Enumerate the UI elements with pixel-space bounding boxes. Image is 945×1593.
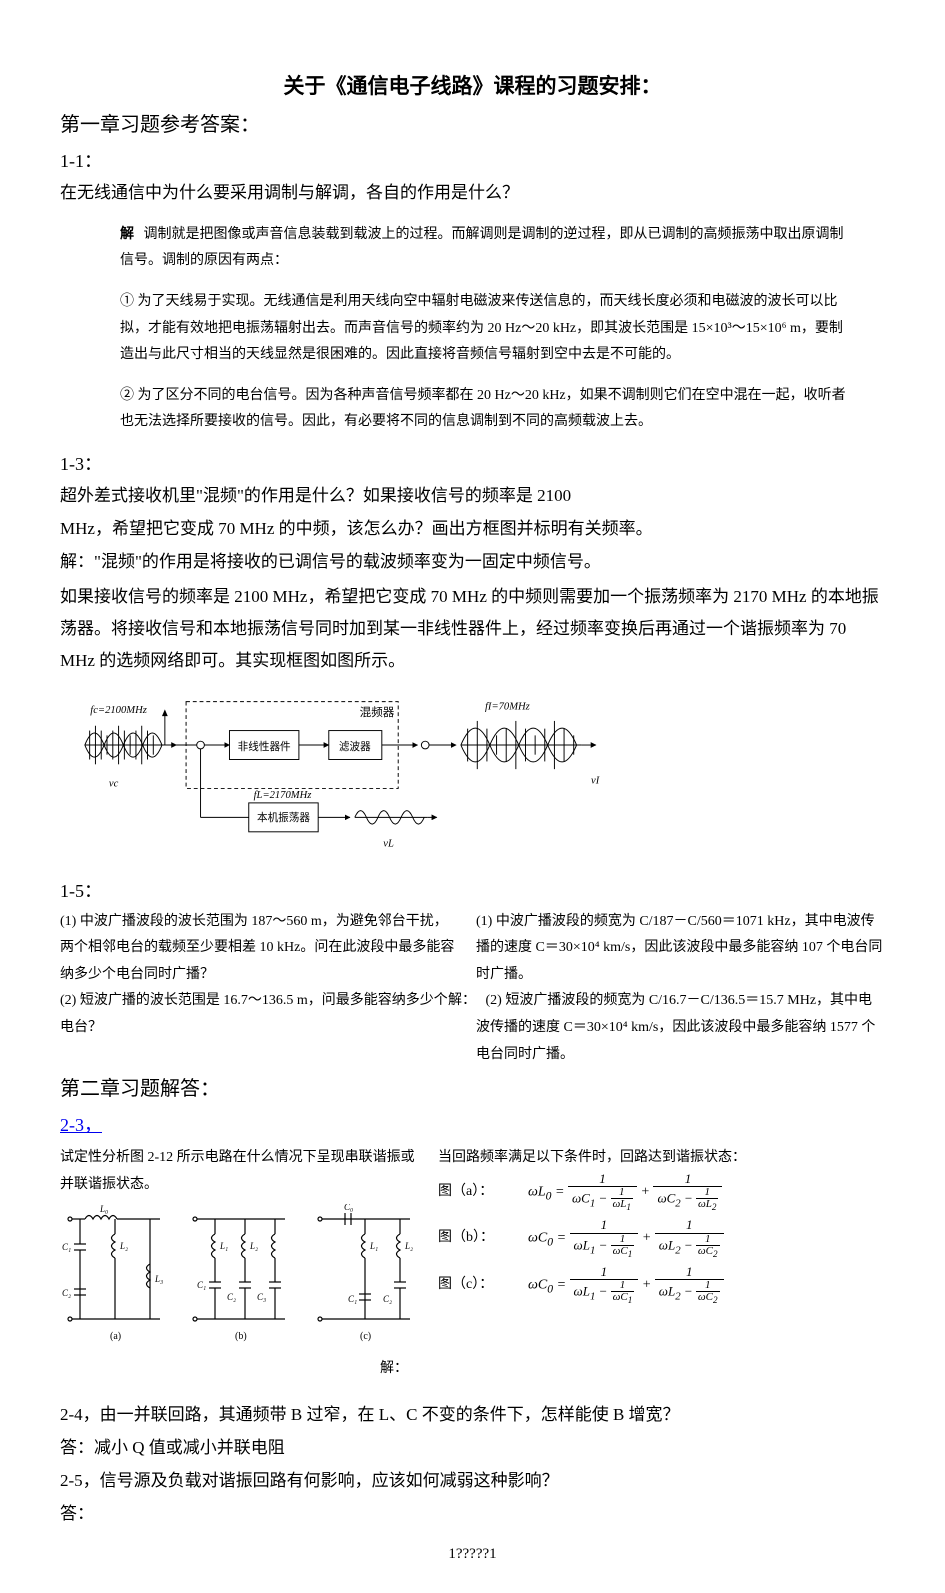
mixer-block-diagram: fc=2100MHz vc 混频器 非线性器件 滤波器 本机振荡器 fL=217… [80, 692, 620, 856]
part-label: L₃ [154, 1274, 163, 1284]
page-title: 关于《通信电子线路》课程的习题安排： [60, 70, 885, 100]
equation-expr: ωC0 = 1ωL1 − 1ωC1 + 1ωL2 − 1ωC2 [528, 1218, 724, 1259]
q2-3-equations: 当回路频率满足以下条件时，回路达到谐振状态： 图（a）： ωL0 = 1ωC1 … [438, 1145, 885, 1312]
answer-paragraph: ① 为了天线易于实现。无线通信是利用天线向空中辐射电磁波来传送信息的，而天线长度… [120, 289, 855, 369]
answer-label: 解 [120, 222, 134, 249]
q2-3-row: 试定性分析图 2-12 所示电路在什么情况下呈现串联谐振或并联谐振状态。 L₀ … [60, 1145, 885, 1383]
q1-3-explanation: 如果接收信号的频率是 2100 MHz，希望把它变成 70 MHz 的中频则需要… [60, 581, 885, 678]
diagram-label: 滤波器 [339, 739, 371, 752]
q1-3-answer: 解："混频"的作用是将接收的已调信号的载波频率变为一固定中频信号。 [60, 548, 885, 577]
q2-5-answer: 答： [60, 1500, 885, 1529]
part-label: C₂ [227, 1292, 236, 1302]
part-label: C₁ [348, 1294, 357, 1304]
resonance-intro: 当回路频率满足以下条件时，回路达到谐振状态： [438, 1145, 885, 1172]
q1-3-question-line: 超外差式接收机里"混频"的作用是什么？如果接收信号的频率是 2100 [60, 482, 885, 511]
q2-5-text: 2-5，信号源及负载对谐振回路有何影响，应该如何减弱这种影响？ [60, 1467, 885, 1496]
answer-paragraph: 解 调制就是把图像或声音信息装载到载波上的过程。而解调则是调制的逆过程，即从已调… [120, 222, 855, 275]
q1-5-number: 1-5： [60, 877, 885, 903]
q2-3-prompt: 试定性分析图 2-12 所示电路在什么情况下呈现串联谐振或并联谐振状态。 [60, 1145, 420, 1198]
answer-paragraph: ② 为了区分不同的电台信号。因为各种声音信号频率都在 20 Hz～20 kHz，… [120, 383, 855, 436]
chapter2-heading: 第二章习题解答： [60, 1072, 885, 1101]
answer-item: 解： (2) 短波广播波段的频宽为 C/16.7－C/136.5＝15.7 MH… [476, 988, 885, 1068]
equation-row: 图（b）： ωC0 = 1ωL1 − 1ωC1 + 1ωL2 − 1ωC2 [438, 1218, 885, 1259]
answer-label: 解： [380, 1356, 408, 1383]
answer-label: 解： [448, 993, 476, 1008]
q2-4-text: 2-4，由一并联回路，其通频带 B 过窄，在 L、C 不变的条件下，怎样能使 B… [60, 1401, 885, 1430]
equation-expr: ωL0 = 1ωC1 − 1ωL1 + 1ωC2 − 1ωL2 [528, 1172, 722, 1213]
diagram-label: vI [591, 775, 600, 786]
diagram-label: 混频器 [360, 705, 395, 719]
equation-label: 图（a）： [438, 1174, 508, 1210]
diagram-label: vc [109, 778, 119, 789]
diagram-label: 非线性器件 [238, 739, 291, 752]
equation-row: 图（a）： ωL0 = 1ωC1 − 1ωL1 + 1ωC2 − 1ωL2 [438, 1172, 885, 1213]
part-label: C₀ [344, 1204, 353, 1212]
q1-5-right: (1) 中波广播波段的频宽为 C/187－C/560＝1071 kHz，其中电波… [476, 909, 885, 1069]
circuit-figure: L₀ C₁ L₂ C₂ L₃ [60, 1204, 420, 1354]
q2-4-answer: 答：减小 Q 值或减小并联电阻 [60, 1434, 885, 1463]
equation-label: 图（b）： [438, 1220, 508, 1256]
q1-3-question-line: MHz，希望把它变成 70 MHz 的中频，该怎么办？画出方框图并标明有关频率。 [60, 515, 885, 544]
equation-row: 图（c）： ωC0 = 1ωL1 − 1ωC1 + 1ωL2 − 1ωC2 [438, 1265, 885, 1306]
question-item: (2) 短波广播的波长范围是 16.7～136.5 m，问最多能容纳多少个电台？ [60, 988, 456, 1041]
part-label: L₁ [219, 1241, 228, 1251]
question-item: (1) 中波广播波段的波长范围为 187～560 m，为避免邻台干扰，两个相邻电… [60, 909, 456, 989]
equation-expr: ωC0 = 1ωL1 − 1ωC1 + 1ωL2 − 1ωC2 [528, 1265, 724, 1306]
page-footer: 1?????1 [60, 1546, 885, 1563]
q1-3-number: 1-3： [60, 450, 885, 476]
q2-3-number: 2-3， [60, 1111, 885, 1137]
part-label: C₁ [197, 1280, 206, 1290]
q2-3-left-block: 试定性分析图 2-12 所示电路在什么情况下呈现串联谐振或并联谐振状态。 L₀ … [60, 1145, 420, 1383]
answer-text: 调制就是把图像或声音信息装载到载波上的过程。而解调则是调制的逆过程，即从已调制的… [120, 227, 844, 269]
part-label: L₀ [99, 1204, 108, 1214]
diagram-label: 本机振荡器 [257, 811, 310, 824]
part-label: C₁ [62, 1242, 71, 1252]
diagram-label: vL [383, 838, 394, 849]
diagram-label: fI=70MHz [485, 701, 530, 712]
part-label: L₁ [369, 1241, 378, 1251]
answer-item: (1) 中波广播波段的频宽为 C/187－C/560＝1071 kHz，其中电波… [476, 909, 885, 989]
q1-1-number: 1-1： [60, 147, 885, 173]
equation-label: 图（c）： [438, 1267, 508, 1303]
part-label: L₂ [249, 1241, 258, 1251]
part-label: L₂ [119, 1241, 128, 1251]
part-label: C₂ [62, 1288, 71, 1298]
diagram-label: fL=2170MHz [254, 790, 312, 801]
answer-text: (2) 短波广播波段的频宽为 C/16.7－C/136.5＝15.7 MHz，其… [476, 993, 875, 1061]
q1-1-answer-block: 解 调制就是把图像或声音信息装载到载波上的过程。而解调则是调制的逆过程，即从已调… [60, 222, 885, 436]
q1-1-question: 在无线通信中为什么要采用调制与解调，各自的作用是什么？ [60, 179, 885, 208]
chapter1-heading: 第一章习题参考答案： [60, 108, 885, 137]
q1-5-columns: (1) 中波广播波段的波长范围为 187～560 m，为避免邻台干扰，两个相邻电… [60, 909, 885, 1069]
part-label: C₃ [257, 1292, 266, 1302]
part-label: L₂ [404, 1241, 413, 1251]
document-page: 关于《通信电子线路》课程的习题安排： 第一章习题参考答案： 1-1： 在无线通信… [0, 0, 945, 1593]
part-label: C₂ [383, 1294, 392, 1304]
q1-5-left: (1) 中波广播波段的波长范围为 187～560 m，为避免邻台干扰，两个相邻电… [60, 909, 456, 1042]
diagram-label: fc=2100MHz [90, 705, 147, 716]
